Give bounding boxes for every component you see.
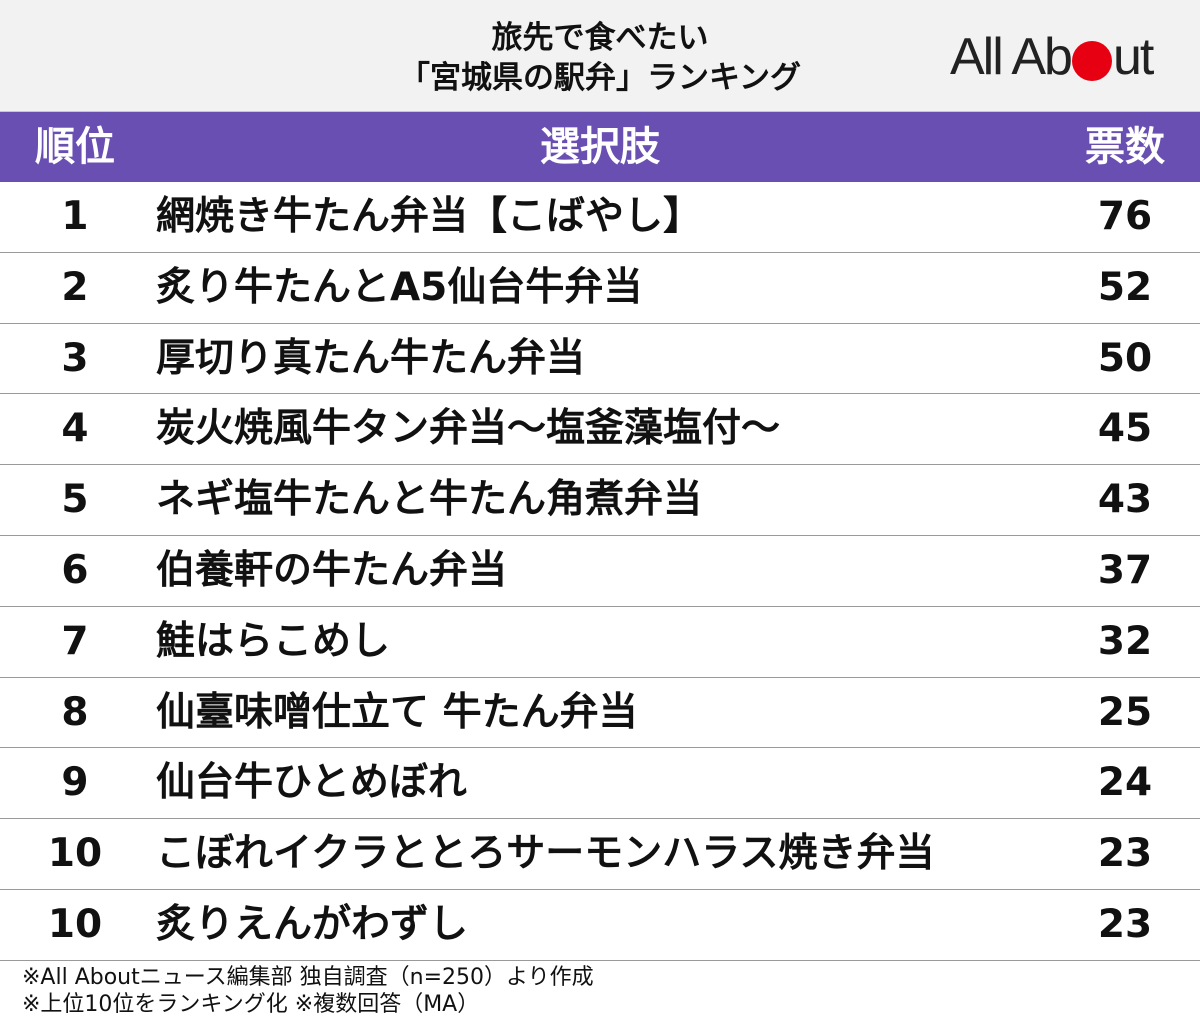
row-choice: 網焼き牛たん弁当【こばやし】 — [156, 194, 703, 239]
table-row: 7 鮭はらこめし 32 — [0, 607, 1200, 678]
row-votes: 23 — [1097, 831, 1153, 877]
column-header-votes: 票数 — [1085, 124, 1165, 170]
row-rank: 1 — [61, 194, 89, 239]
table-row: 5 ネギ塩牛たんと牛たん角煮弁当 43 — [0, 465, 1200, 536]
table-header: 順位 選択肢 票数 — [0, 112, 1200, 182]
chart-header: 旅先で食べたい 「宮城県の駅弁」ランキング All Ab ut — [0, 0, 1200, 112]
row-votes: 32 — [1097, 618, 1153, 664]
ranking-table-body: 1 網焼き牛たん弁当【こばやし】 76 2 炙り牛たんとA5仙台牛弁当 52 3… — [0, 182, 1200, 961]
table-row: 4 炭火焼風牛タン弁当～塩釜藻塩付～ 45 — [0, 394, 1200, 466]
row-rank: 2 — [61, 264, 89, 310]
chart-title: 旅先で食べたい 「宮城県の駅弁」ランキング — [300, 18, 900, 98]
row-rank: 3 — [61, 335, 89, 381]
row-votes: 24 — [1097, 760, 1153, 806]
row-votes: 43 — [1097, 477, 1153, 523]
row-rank: 7 — [61, 618, 89, 664]
column-header-choice: 選択肢 — [540, 124, 660, 170]
row-choice: 鮭はらこめし — [156, 618, 391, 664]
row-votes: 23 — [1097, 901, 1153, 947]
table-row: 3 厚切り真たん牛たん弁当 50 — [0, 324, 1200, 395]
row-choice: 伯養軒の牛たん弁当 — [156, 547, 508, 593]
row-choice: ネギ塩牛たんと牛たん角煮弁当 — [156, 477, 703, 523]
row-votes: 37 — [1097, 547, 1153, 593]
table-row: 2 炙り牛たんとA5仙台牛弁当 52 — [0, 253, 1200, 324]
table-row: 10 炙りえんがわずし 23 — [0, 890, 1200, 961]
table-row: 1 網焼き牛たん弁当【こばやし】 76 — [0, 182, 1200, 253]
row-choice: こぼれイクラととろサーモンハラス焼き弁当 — [156, 831, 935, 877]
footnotes: ※All Aboutニュース編集部 独自調査（n=250）より作成 ※上位10位… — [22, 964, 1182, 1018]
row-choice: 炙りえんがわずし — [156, 901, 469, 947]
row-choice: 炭火焼風牛タン弁当～塩釜藻塩付～ — [156, 406, 781, 452]
row-rank: 4 — [61, 406, 89, 452]
row-votes: 25 — [1097, 689, 1153, 735]
footnote-method: ※上位10位をランキング化 ※複数回答（MA） — [22, 992, 480, 1017]
logo-text-right: ut — [1112, 28, 1154, 86]
allabout-logo: All Ab ut — [950, 28, 1154, 86]
table-row: 8 仙臺味噌仕立て 牛たん弁当 25 — [0, 678, 1200, 749]
row-rank: 9 — [61, 760, 89, 806]
row-choice: 仙臺味噌仕立て 牛たん弁当 — [156, 689, 638, 735]
row-choice: 炙り牛たんとA5仙台牛弁当 — [156, 264, 643, 310]
table-row: 6 伯養軒の牛たん弁当 37 — [0, 536, 1200, 607]
row-rank: 8 — [61, 689, 89, 735]
chart-title-line2: 「宮城県の駅弁」ランキング — [398, 60, 802, 96]
chart-title-line1: 旅先で食べたい — [491, 20, 709, 56]
row-rank: 10 — [47, 831, 103, 877]
row-rank: 6 — [61, 547, 89, 593]
logo-red-dot — [1071, 41, 1112, 81]
row-rank: 5 — [61, 477, 89, 523]
row-votes: 76 — [1097, 194, 1153, 239]
table-row: 10 こぼれイクラととろサーモンハラス焼き弁当 23 — [0, 819, 1200, 890]
column-header-rank: 順位 — [35, 124, 115, 170]
row-votes: 45 — [1097, 406, 1153, 452]
row-choice: 厚切り真たん牛たん弁当 — [156, 335, 586, 381]
footnote-source: ※All Aboutニュース編集部 独自調査（n=250）より作成 — [22, 965, 594, 990]
table-row: 9 仙台牛ひとめぼれ 24 — [0, 748, 1200, 820]
row-votes: 50 — [1097, 335, 1153, 381]
logo-text-left: All Ab — [950, 28, 1073, 86]
row-choice: 仙台牛ひとめぼれ — [156, 760, 467, 806]
row-rank: 10 — [47, 901, 103, 947]
row-votes: 52 — [1097, 264, 1153, 310]
